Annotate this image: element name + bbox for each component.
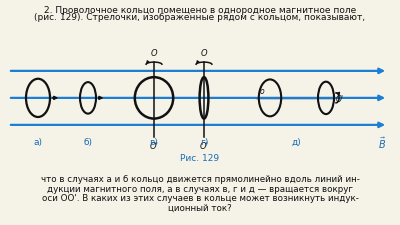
Text: что в случаях а и б кольцо движется прямолинейно вдоль линий ин-: что в случаях а и б кольцо движется прям…: [40, 176, 360, 184]
Text: дукции магнитного поля, а в случаях в, г и д — вращается вокруг: дукции магнитного поля, а в случаях в, г…: [47, 185, 353, 194]
Text: o: o: [260, 87, 264, 96]
Text: O': O': [336, 94, 344, 104]
Text: O: O: [201, 50, 207, 58]
Text: г): г): [200, 138, 208, 147]
Text: O': O': [200, 142, 208, 151]
Text: O: O: [151, 50, 157, 58]
Text: в): в): [150, 138, 158, 147]
Text: 2. Проволочное кольцо помещено в однородное магнитное поле: 2. Проволочное кольцо помещено в однород…: [44, 6, 356, 15]
Text: д): д): [291, 138, 301, 147]
Text: ционный ток?: ционный ток?: [168, 204, 232, 213]
Text: (рис. 129). Стрелочки, изображенные рядом с кольцом, показывают,: (рис. 129). Стрелочки, изображенные рядо…: [34, 14, 366, 22]
Text: Рис. 129: Рис. 129: [180, 154, 220, 163]
Text: $\vec{B}$: $\vec{B}$: [378, 135, 386, 151]
Text: O': O': [150, 142, 158, 151]
Text: а): а): [34, 138, 42, 147]
Text: б): б): [84, 138, 92, 147]
Text: оси OO'. В каких из этих случаев в кольце может возникнуть индук-: оси OO'. В каких из этих случаев в кольц…: [42, 194, 358, 203]
